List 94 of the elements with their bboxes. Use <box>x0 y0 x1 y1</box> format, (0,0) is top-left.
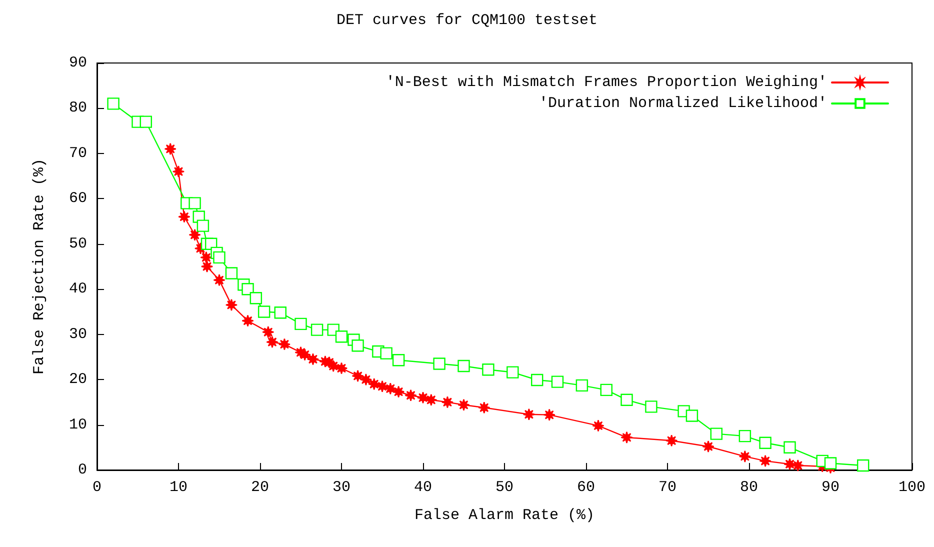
x-tick-label: 0 <box>92 479 102 496</box>
point <box>416 392 430 404</box>
x-tick-label: 60 <box>576 479 596 496</box>
y-tick-label: 80 <box>68 100 87 117</box>
point <box>310 324 324 336</box>
point <box>543 408 556 421</box>
point <box>620 394 633 406</box>
y-tick-label: 60 <box>68 190 87 208</box>
y-tick-label: 20 <box>68 371 87 388</box>
point <box>278 338 291 350</box>
point <box>824 457 837 470</box>
legend-label: 'N-Best with Mismatch Frames Proportion Weighing' <box>386 74 827 91</box>
point <box>266 336 278 348</box>
x-tick-label: 100 <box>898 479 926 496</box>
point <box>857 459 870 472</box>
point <box>759 454 772 468</box>
point <box>352 340 364 352</box>
point <box>188 197 201 210</box>
point <box>506 366 519 378</box>
point <box>380 347 392 360</box>
y-tick-label: 90 <box>68 54 87 72</box>
x-tick-label: 70 <box>658 479 677 496</box>
point <box>392 354 405 366</box>
point <box>213 274 226 286</box>
point <box>327 360 340 372</box>
point <box>172 165 185 178</box>
point <box>531 374 544 386</box>
point <box>458 360 470 372</box>
point <box>335 362 348 374</box>
point <box>665 434 678 447</box>
point <box>441 396 454 408</box>
point <box>759 436 772 449</box>
point <box>107 98 120 110</box>
y-tick-label: 10 <box>68 416 87 434</box>
x-tick-label: 30 <box>332 479 351 496</box>
y-tick-label: 0 <box>78 462 87 478</box>
y-axis-title: False Rejection Rate (%) <box>31 158 48 375</box>
y-tick-label: 50 <box>68 235 87 252</box>
point <box>392 386 405 398</box>
point <box>225 298 238 312</box>
point <box>200 251 212 264</box>
point <box>522 408 536 420</box>
point <box>433 358 446 370</box>
x-tick-label: 80 <box>740 479 758 496</box>
point <box>376 380 388 392</box>
x-axis-title: False Alarm Rate (%) <box>414 507 595 524</box>
point <box>188 228 201 241</box>
point <box>352 370 364 382</box>
point <box>482 364 494 376</box>
point <box>196 220 210 232</box>
point <box>592 420 604 432</box>
point <box>225 267 238 280</box>
x-tick-label: 10 <box>169 479 188 496</box>
point <box>242 283 254 296</box>
x-tick-label: 40 <box>414 479 432 496</box>
point <box>360 373 372 386</box>
point <box>738 450 752 463</box>
chart-title: DET curves for CQM100 testset <box>336 12 598 29</box>
x-tick-label: 50 <box>495 479 514 496</box>
point <box>213 251 226 264</box>
point <box>274 306 286 319</box>
y-tick-label: 40 <box>68 280 87 298</box>
x-tick-label: 20 <box>250 479 270 496</box>
point <box>784 458 796 470</box>
point <box>200 260 214 273</box>
point <box>686 410 698 422</box>
point <box>335 330 348 343</box>
point <box>250 292 262 304</box>
point <box>738 430 752 442</box>
point <box>140 116 152 128</box>
point <box>425 394 438 406</box>
y-tick-label: 70 <box>68 144 87 162</box>
point <box>784 441 796 454</box>
point <box>306 353 320 366</box>
point <box>164 142 176 156</box>
point <box>242 314 254 327</box>
point <box>702 440 714 453</box>
y-tick-label: 30 <box>68 326 87 343</box>
x-tick-label: 90 <box>821 479 840 496</box>
point <box>404 389 417 402</box>
point <box>620 431 633 444</box>
point <box>478 401 490 414</box>
point <box>294 318 307 330</box>
point <box>458 398 470 411</box>
point <box>551 376 564 388</box>
point <box>262 326 274 338</box>
legend-label: 'Duration Normalized Likelihood' <box>538 95 827 112</box>
point <box>576 379 588 392</box>
point <box>710 428 722 440</box>
point <box>258 306 270 318</box>
point <box>645 400 658 413</box>
point <box>178 210 190 223</box>
point <box>600 384 612 396</box>
point <box>792 459 804 472</box>
